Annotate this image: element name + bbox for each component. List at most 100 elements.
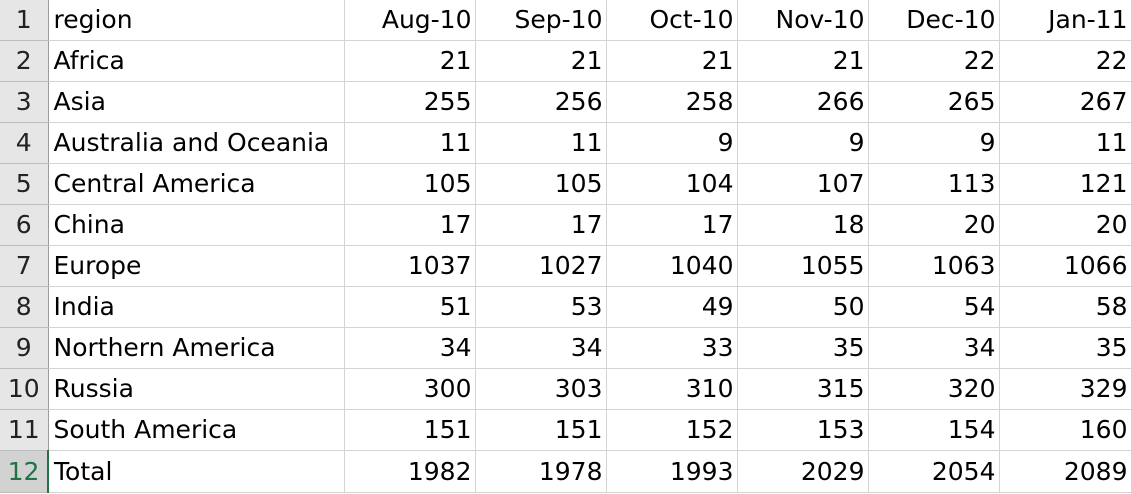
cell-value[interactable]: 1978 <box>475 450 607 493</box>
cell-value[interactable]: 34 <box>344 327 476 369</box>
cell-value[interactable]: 21 <box>344 40 476 82</box>
cell-value[interactable]: 20 <box>999 204 1131 246</box>
cell-value[interactable]: 1993 <box>606 450 738 493</box>
cell-value[interactable]: 153 <box>737 409 869 451</box>
row-number[interactable]: 8 <box>0 286 49 328</box>
cell-header-month[interactable]: Nov-10 <box>737 0 869 41</box>
row-number[interactable]: 10 <box>0 368 49 410</box>
cell-value[interactable]: 20 <box>868 204 1000 246</box>
cell-value[interactable]: 1066 <box>999 245 1131 287</box>
cell-value[interactable]: 35 <box>737 327 869 369</box>
cell-value[interactable]: 54 <box>868 286 1000 328</box>
row-number[interactable]: 6 <box>0 204 49 246</box>
cell-value[interactable]: 53 <box>475 286 607 328</box>
cell-value[interactable]: 9 <box>868 122 1000 164</box>
cell-header-month[interactable]: Oct-10 <box>606 0 738 41</box>
cell-value[interactable]: 17 <box>606 204 738 246</box>
row-number[interactable]: 4 <box>0 122 49 164</box>
cell-value[interactable]: 105 <box>344 163 476 205</box>
cell-value[interactable]: 11 <box>999 122 1131 164</box>
row-number[interactable]: 1 <box>0 0 49 41</box>
cell-region[interactable]: South America <box>48 409 345 451</box>
row-number[interactable]: 12 <box>0 450 49 493</box>
cell-value[interactable]: 154 <box>868 409 1000 451</box>
cell-value[interactable]: 17 <box>475 204 607 246</box>
cell-region[interactable]: Europe <box>48 245 345 287</box>
cell-value[interactable]: 22 <box>868 40 1000 82</box>
cell-value[interactable]: 11 <box>475 122 607 164</box>
cell-value[interactable]: 35 <box>999 327 1131 369</box>
cell-value[interactable]: 51 <box>344 286 476 328</box>
cell-value[interactable]: 50 <box>737 286 869 328</box>
row-number[interactable]: 9 <box>0 327 49 369</box>
cell-header-month[interactable]: Dec-10 <box>868 0 1000 41</box>
cell-value[interactable]: 9 <box>737 122 869 164</box>
cell-value[interactable]: 1027 <box>475 245 607 287</box>
cell-value[interactable]: 21 <box>606 40 738 82</box>
cell-value[interactable]: 329 <box>999 368 1131 410</box>
cell-value[interactable]: 22 <box>999 40 1131 82</box>
cell-value[interactable]: 300 <box>344 368 476 410</box>
cell-value[interactable]: 1063 <box>868 245 1000 287</box>
cell-region[interactable]: Central America <box>48 163 345 205</box>
cell-value[interactable]: 9 <box>606 122 738 164</box>
table-row-header: 1 region Aug-10 Sep-10 Oct-10 Nov-10 Dec… <box>0 0 1131 41</box>
cell-value[interactable]: 1982 <box>344 450 476 493</box>
cell-value[interactable]: 58 <box>999 286 1131 328</box>
cell-value[interactable]: 34 <box>868 327 1000 369</box>
cell-value[interactable]: 160 <box>999 409 1131 451</box>
cell-value[interactable]: 151 <box>475 409 607 451</box>
cell-value[interactable]: 105 <box>475 163 607 205</box>
cell-region[interactable]: Australia and Oceania <box>48 122 345 164</box>
row-number[interactable]: 11 <box>0 409 49 451</box>
cell-value[interactable]: 320 <box>868 368 1000 410</box>
row-number[interactable]: 3 <box>0 81 49 123</box>
cell-value[interactable]: 1055 <box>737 245 869 287</box>
cell-region[interactable]: Asia <box>48 81 345 123</box>
cell-value[interactable]: 265 <box>868 81 1000 123</box>
cell-value[interactable]: 151 <box>344 409 476 451</box>
cell-value[interactable]: 258 <box>606 81 738 123</box>
cell-region[interactable]: India <box>48 286 345 328</box>
cell-value[interactable]: 21 <box>475 40 607 82</box>
cell-header-month[interactable]: Sep-10 <box>475 0 607 41</box>
cell-value[interactable]: 49 <box>606 286 738 328</box>
cell-value[interactable]: 2029 <box>737 450 869 493</box>
row-number[interactable]: 2 <box>0 40 49 82</box>
table-row: 6 China 17 17 17 18 20 20 <box>0 204 1131 246</box>
cell-value[interactable]: 121 <box>999 163 1131 205</box>
cell-region[interactable]: Northern America <box>48 327 345 369</box>
cell-value[interactable]: 33 <box>606 327 738 369</box>
cell-value[interactable]: 152 <box>606 409 738 451</box>
table-row: 10 Russia 300 303 310 315 320 329 <box>0 368 1131 410</box>
cell-value[interactable]: 256 <box>475 81 607 123</box>
cell-value[interactable]: 34 <box>475 327 607 369</box>
row-number[interactable]: 7 <box>0 245 49 287</box>
cell-value[interactable]: 17 <box>344 204 476 246</box>
cell-header-region[interactable]: region <box>48 0 345 41</box>
table-row: 2 Africa 21 21 21 21 22 22 <box>0 40 1131 82</box>
cell-header-month[interactable]: Jan-11 <box>999 0 1131 41</box>
cell-value[interactable]: 267 <box>999 81 1131 123</box>
cell-value[interactable]: 266 <box>737 81 869 123</box>
cell-value[interactable]: 303 <box>475 368 607 410</box>
cell-region[interactable]: Russia <box>48 368 345 410</box>
cell-value[interactable]: 21 <box>737 40 869 82</box>
cell-value[interactable]: 107 <box>737 163 869 205</box>
cell-region[interactable]: Total <box>48 450 345 493</box>
cell-value[interactable]: 1037 <box>344 245 476 287</box>
cell-value[interactable]: 255 <box>344 81 476 123</box>
cell-value[interactable]: 11 <box>344 122 476 164</box>
cell-header-month[interactable]: Aug-10 <box>344 0 476 41</box>
cell-value[interactable]: 2089 <box>999 450 1131 493</box>
cell-value[interactable]: 18 <box>737 204 869 246</box>
cell-value[interactable]: 315 <box>737 368 869 410</box>
cell-value[interactable]: 2054 <box>868 450 1000 493</box>
row-number[interactable]: 5 <box>0 163 49 205</box>
cell-value[interactable]: 104 <box>606 163 738 205</box>
cell-value[interactable]: 1040 <box>606 245 738 287</box>
cell-value[interactable]: 310 <box>606 368 738 410</box>
cell-region[interactable]: Africa <box>48 40 345 82</box>
cell-value[interactable]: 113 <box>868 163 1000 205</box>
cell-region[interactable]: China <box>48 204 345 246</box>
